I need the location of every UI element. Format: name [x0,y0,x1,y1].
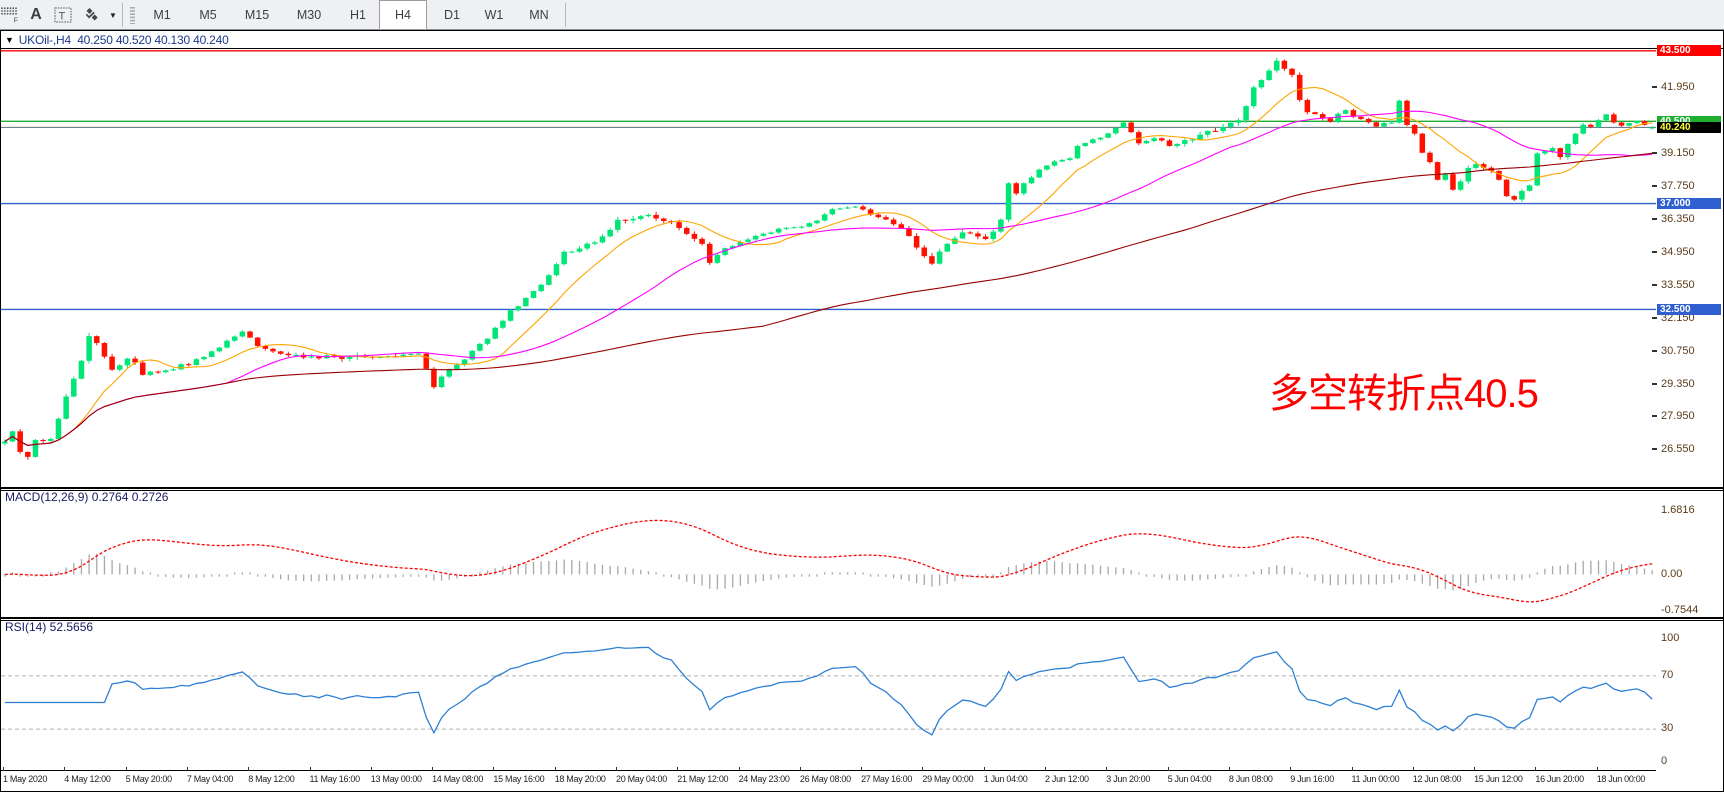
svg-text:F: F [14,16,19,24]
svg-text:T: T [59,10,66,22]
